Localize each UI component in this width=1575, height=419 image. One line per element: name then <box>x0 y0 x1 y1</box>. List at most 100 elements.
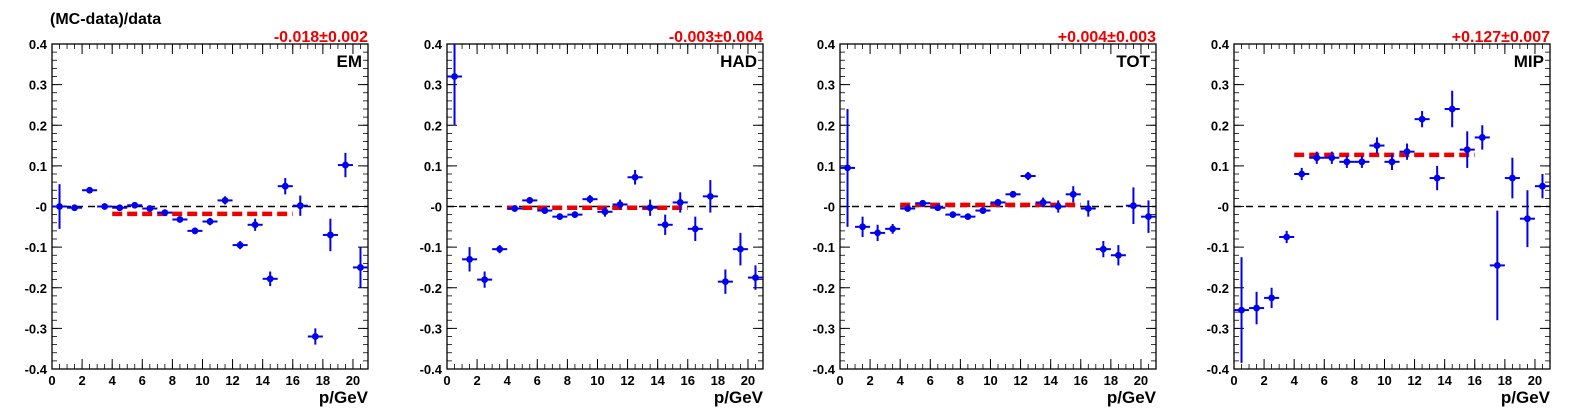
fit-result-label: +0.004±0.003 <box>1058 29 1156 46</box>
y-tick-label: -0.3 <box>813 321 835 336</box>
x-tick-label: 18 <box>1104 373 1118 388</box>
data-point <box>296 202 304 210</box>
data-point <box>1024 172 1032 180</box>
x-tick-label: 20 <box>1134 373 1148 388</box>
y-tick-label: -0 <box>35 200 47 215</box>
y-tick-label: 0.2 <box>1211 118 1229 133</box>
x-tick-label: 12 <box>225 373 239 388</box>
data-point <box>266 275 274 283</box>
x-tick-label: 10 <box>195 373 209 388</box>
x-tick-label: 14 <box>1437 373 1452 388</box>
data-point <box>737 245 744 253</box>
data-point <box>206 218 214 225</box>
x-tick-label: 8 <box>1351 373 1358 388</box>
data-point <box>221 197 229 204</box>
data-point <box>1508 174 1516 182</box>
data-point <box>1388 158 1396 166</box>
x-tick-label: 18 <box>711 373 725 388</box>
x-tick-label: 16 <box>681 373 695 388</box>
panel-mip: -0.4 -0.3 -0.2 -0.1 -0 0.1 0.2 0.3 0.4 0 2 4 6 8 10 12 1… <box>1207 29 1551 407</box>
data-point <box>691 225 699 233</box>
data-point <box>526 197 534 204</box>
x-tick-label: 6 <box>139 373 146 388</box>
data-point <box>1403 148 1411 156</box>
x-tick-label: 0 <box>836 373 843 388</box>
data-point <box>556 213 564 221</box>
data-point <box>1099 245 1107 253</box>
data-point <box>934 204 942 212</box>
x-tick-label: 14 <box>650 373 665 388</box>
x-tick-label: 16 <box>286 373 300 388</box>
x-axis-label: p/GeV <box>1501 388 1551 407</box>
data-point <box>752 274 759 281</box>
data-point <box>86 186 94 194</box>
y-tick-label: 0.4 <box>29 37 48 52</box>
data-point <box>1114 251 1122 259</box>
data-point <box>1238 306 1245 314</box>
data-point <box>466 255 473 263</box>
y-tick-label: 0.3 <box>817 78 835 93</box>
data-point <box>1373 142 1381 149</box>
data-point <box>357 264 364 271</box>
x-tick-label: 0 <box>48 373 55 388</box>
data-point <box>919 199 927 207</box>
panel-label: MIP <box>1514 52 1544 71</box>
data-point <box>1524 215 1531 223</box>
panel-label: HAD <box>720 52 757 71</box>
data-point <box>116 204 124 212</box>
y-tick-label: 0.3 <box>29 78 47 93</box>
panel-label: TOT <box>1116 52 1150 71</box>
data-point <box>1343 158 1351 166</box>
data-point <box>71 204 78 212</box>
x-tick-label: 8 <box>957 373 964 388</box>
data-point <box>541 207 549 214</box>
y-tick-label: -0.4 <box>420 362 443 377</box>
data-point <box>1358 158 1366 166</box>
data-point <box>161 209 169 216</box>
x-tick-label: 12 <box>1013 373 1027 388</box>
x-tick-label: 8 <box>564 373 571 388</box>
data-point <box>964 213 972 221</box>
data-point <box>481 276 489 284</box>
x-tick-label: 4 <box>897 373 905 388</box>
data-point <box>904 205 912 212</box>
data-point <box>281 182 289 190</box>
data-point <box>994 199 1002 206</box>
data-point <box>1268 294 1276 302</box>
x-tick-label: 4 <box>109 373 117 388</box>
x-tick-label: 14 <box>1043 373 1058 388</box>
data-point <box>236 241 244 249</box>
panel-em: -0.4 -0.3 -0.2 -0.1 -0 0.1 0.2 0.3 0.4 0 2 4 6 8 10 12 1… <box>25 29 369 407</box>
x-tick-label: 10 <box>1377 373 1391 388</box>
fit-result-label: +0.127±0.007 <box>1452 29 1550 46</box>
data-point <box>601 208 609 216</box>
data-point <box>889 225 897 233</box>
x-tick-label: 12 <box>620 373 634 388</box>
data-point <box>146 205 154 212</box>
data-point <box>1539 182 1546 190</box>
x-tick-label: 0 <box>1230 373 1237 388</box>
data-point <box>676 199 684 206</box>
y-tick-label: 0.1 <box>817 159 835 174</box>
data-point <box>311 333 319 340</box>
y-tick-label: -0.4 <box>813 362 836 377</box>
y-tick-label: 0.4 <box>1211 37 1230 52</box>
y-tick-label: -0.2 <box>813 281 835 296</box>
x-tick-label: 6 <box>927 373 934 388</box>
data-point <box>844 164 851 172</box>
x-tick-label: 2 <box>473 373 480 388</box>
y-tick-label: 0.1 <box>1211 159 1229 174</box>
data-point <box>616 201 624 208</box>
x-axis-label: p/GeV <box>1107 388 1157 407</box>
y-tick-label: -0.1 <box>25 240 47 255</box>
x-tick-label: 4 <box>504 373 512 388</box>
x-tick-label: 2 <box>1260 373 1267 388</box>
x-tick-label: 8 <box>169 373 176 388</box>
data-point <box>101 203 109 210</box>
data-point <box>1145 213 1152 221</box>
x-tick-label: 14 <box>255 373 270 388</box>
figure-ylabel: (MC-data)/data <box>50 11 161 28</box>
x-tick-label: 0 <box>443 373 450 388</box>
y-tick-label: -0.1 <box>420 240 442 255</box>
panel-had: -0.4 -0.3 -0.2 -0.1 -0 0.1 0.2 0.3 0.4 0 2 4 6 8 10 12 1… <box>420 29 764 407</box>
